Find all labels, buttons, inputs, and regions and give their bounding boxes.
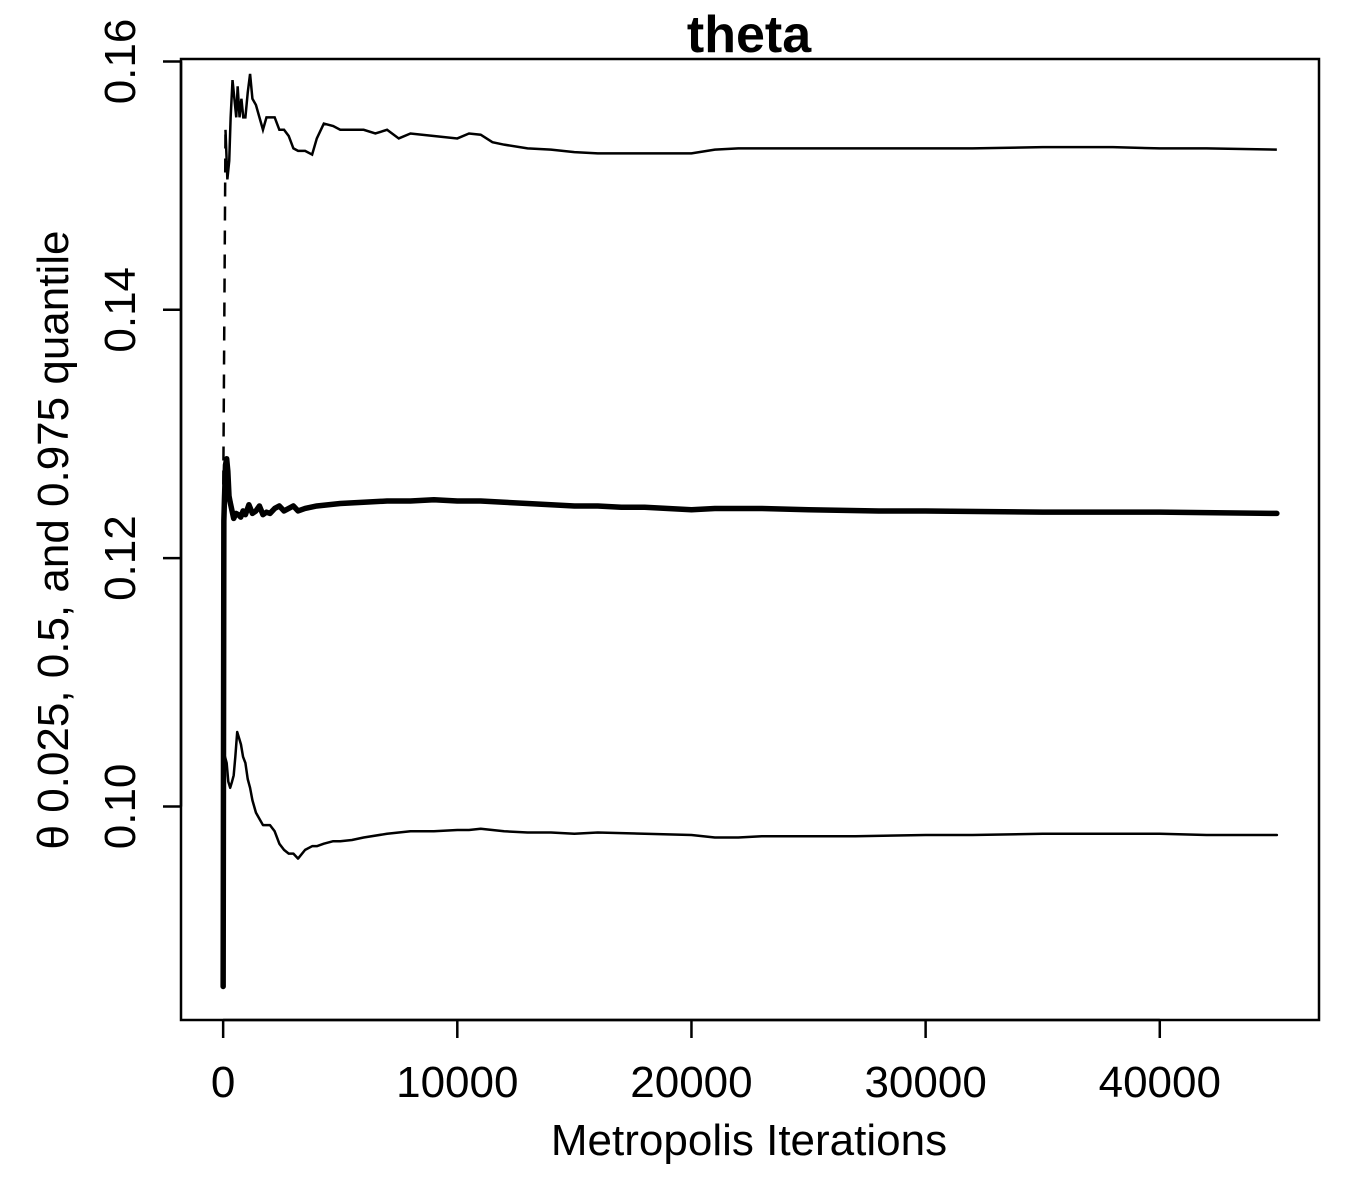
x-tick-label: 0 (211, 1058, 235, 1107)
y-tick-label: 0.16 (96, 19, 145, 105)
series-lower-quantile (221, 730, 1279, 860)
series-median (220, 456, 1280, 990)
y-axis-title: θ 0.025, 0.5, and 0.975 quantile (29, 231, 78, 850)
x-tick-label: 40000 (1099, 1058, 1221, 1107)
x-tick-label: 30000 (864, 1058, 986, 1107)
chart-title: theta (687, 6, 812, 64)
x-axis-title: Metropolis Iterations (551, 1116, 947, 1165)
y-axis: 0.10 0.12 0.14 0.16 (96, 19, 183, 850)
y-tick-label: 0.14 (96, 267, 145, 353)
y-tick-label: 0.12 (96, 515, 145, 601)
series-layer (220, 73, 1280, 990)
y-tick-label: 0.10 (96, 764, 145, 850)
x-tick-label: 20000 (630, 1058, 752, 1107)
x-axis: 0 10000 20000 30000 40000 (211, 1018, 1221, 1107)
series-upper-quantile-dashed (221, 129, 227, 509)
series-upper-quantile (224, 73, 1277, 180)
x-tick-label: 10000 (396, 1058, 518, 1107)
